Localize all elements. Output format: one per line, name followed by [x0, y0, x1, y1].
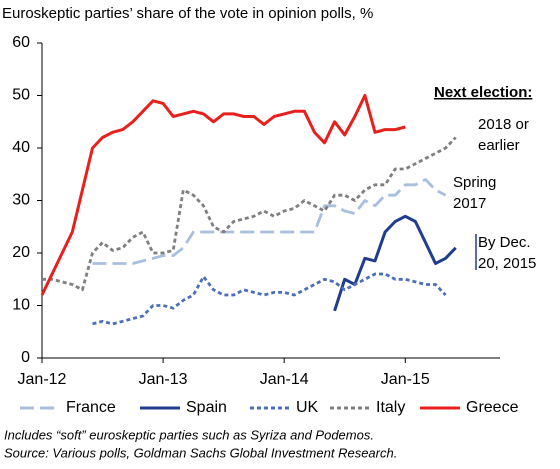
series-line — [92, 178, 447, 265]
legend-label: Italy — [376, 399, 405, 416]
x-tick-label: Jan-13 — [139, 371, 188, 388]
legend-label: Spain — [186, 399, 227, 416]
note: Source: Various polls, Goldman Sachs Glo… — [4, 445, 397, 460]
chart-title: Euroskeptic parties’ share of the vote i… — [2, 5, 373, 22]
annotation-heading: Next election: — [434, 84, 532, 101]
note: Includes “soft” euroskeptic parties such… — [4, 427, 374, 442]
x-tick-label: Jan-14 — [260, 371, 309, 388]
legend-label: UK — [296, 399, 319, 416]
annotation: Spring — [453, 174, 496, 191]
y-tick-label: 60 — [12, 34, 30, 51]
legend-label: France — [66, 399, 116, 416]
y-tick-label: 30 — [12, 192, 30, 209]
x-tick-label: Jan-15 — [381, 371, 430, 388]
y-tick-label: 50 — [12, 87, 30, 104]
series-line — [333, 214, 457, 312]
series-line — [92, 272, 447, 326]
x-tick-label: Jan-12 — [18, 371, 67, 388]
annotation: earlier — [478, 137, 520, 154]
annotation: 2017 — [453, 195, 486, 212]
series-line — [40, 94, 406, 296]
annotation: 20, 2015 — [478, 255, 536, 272]
annotation: 2018 or — [478, 116, 529, 133]
y-tick-label: 20 — [12, 244, 30, 261]
legend-label: Greece — [466, 399, 519, 416]
y-tick-label: 0 — [21, 349, 30, 366]
series-line — [42, 136, 457, 292]
y-tick-label: 10 — [12, 297, 30, 314]
y-tick-label: 40 — [12, 139, 30, 156]
annotation: By Dec. — [478, 234, 531, 251]
